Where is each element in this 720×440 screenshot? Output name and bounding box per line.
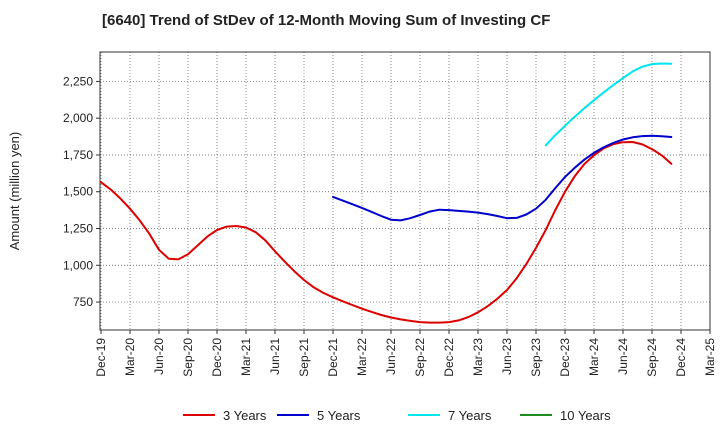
x-tick-label: Mar-21 xyxy=(239,338,253,376)
legend-label: 3 Years xyxy=(223,408,267,423)
series-line-5-years xyxy=(332,134,673,222)
series-lines xyxy=(100,62,673,324)
x-tick-label: Sep-20 xyxy=(181,338,195,377)
legend-label: 7 Years xyxy=(448,408,492,423)
x-tick-label: Jun-22 xyxy=(384,338,398,375)
x-tick-label: Jun-24 xyxy=(616,338,630,375)
y-axis-title: Amount (million yen) xyxy=(7,132,22,251)
y-tick-label: 1,750 xyxy=(63,148,93,162)
legend: 3 Years 5 Years 7 Years 10 Years xyxy=(183,408,611,423)
x-tick-label: Jun-21 xyxy=(268,338,282,375)
x-tick-label: Dec-24 xyxy=(674,338,688,377)
y-tick-label: 750 xyxy=(73,295,93,309)
x-tick-label: Sep-21 xyxy=(297,338,311,377)
x-tick-label: Mar-23 xyxy=(471,338,485,376)
y-tick-label: 2,000 xyxy=(63,111,93,125)
series-line-7-years xyxy=(544,62,673,147)
x-tick-label: Dec-22 xyxy=(442,338,456,377)
x-tick-label: Dec-19 xyxy=(94,338,108,377)
x-tick-label: Jun-23 xyxy=(500,338,514,375)
y-axis-ticks: 750 1,000 1,250 1,500 1,750 2,000 2,250 xyxy=(63,74,100,309)
x-tick-label: Jun-20 xyxy=(152,338,166,375)
legend-label: 5 Years xyxy=(317,408,361,423)
x-tick-label: Mar-22 xyxy=(355,338,369,376)
y-tick-label: 1,000 xyxy=(63,258,93,272)
x-tick-label: Mar-20 xyxy=(123,338,137,376)
x-tick-label: Sep-22 xyxy=(413,338,427,377)
x-tick-label: Dec-23 xyxy=(558,338,572,377)
plot-area-frame xyxy=(99,51,711,331)
x-tick-label: Sep-23 xyxy=(529,338,543,377)
x-tick-label: Dec-21 xyxy=(326,338,340,377)
x-axis-ticks: Dec-19 Mar-20 Jun-20 Sep-20 Dec-20 Mar-21 Jun-… xyxy=(94,330,717,377)
y-tick-label: 1,500 xyxy=(63,185,93,199)
y-tick-label: 2,250 xyxy=(63,74,93,88)
grid xyxy=(100,52,711,330)
x-tick-label: Mar-24 xyxy=(587,338,601,376)
x-tick-label: Mar-25 xyxy=(703,338,717,376)
series-line-3-years xyxy=(100,141,673,324)
y-tick-label: 1,250 xyxy=(63,222,93,236)
x-tick-label: Sep-24 xyxy=(645,338,659,377)
legend-label: 10 Years xyxy=(560,408,611,423)
x-tick-label: Dec-20 xyxy=(210,338,224,377)
chart-title: [6640] Trend of StDev of 12-Month Moving… xyxy=(102,12,551,29)
